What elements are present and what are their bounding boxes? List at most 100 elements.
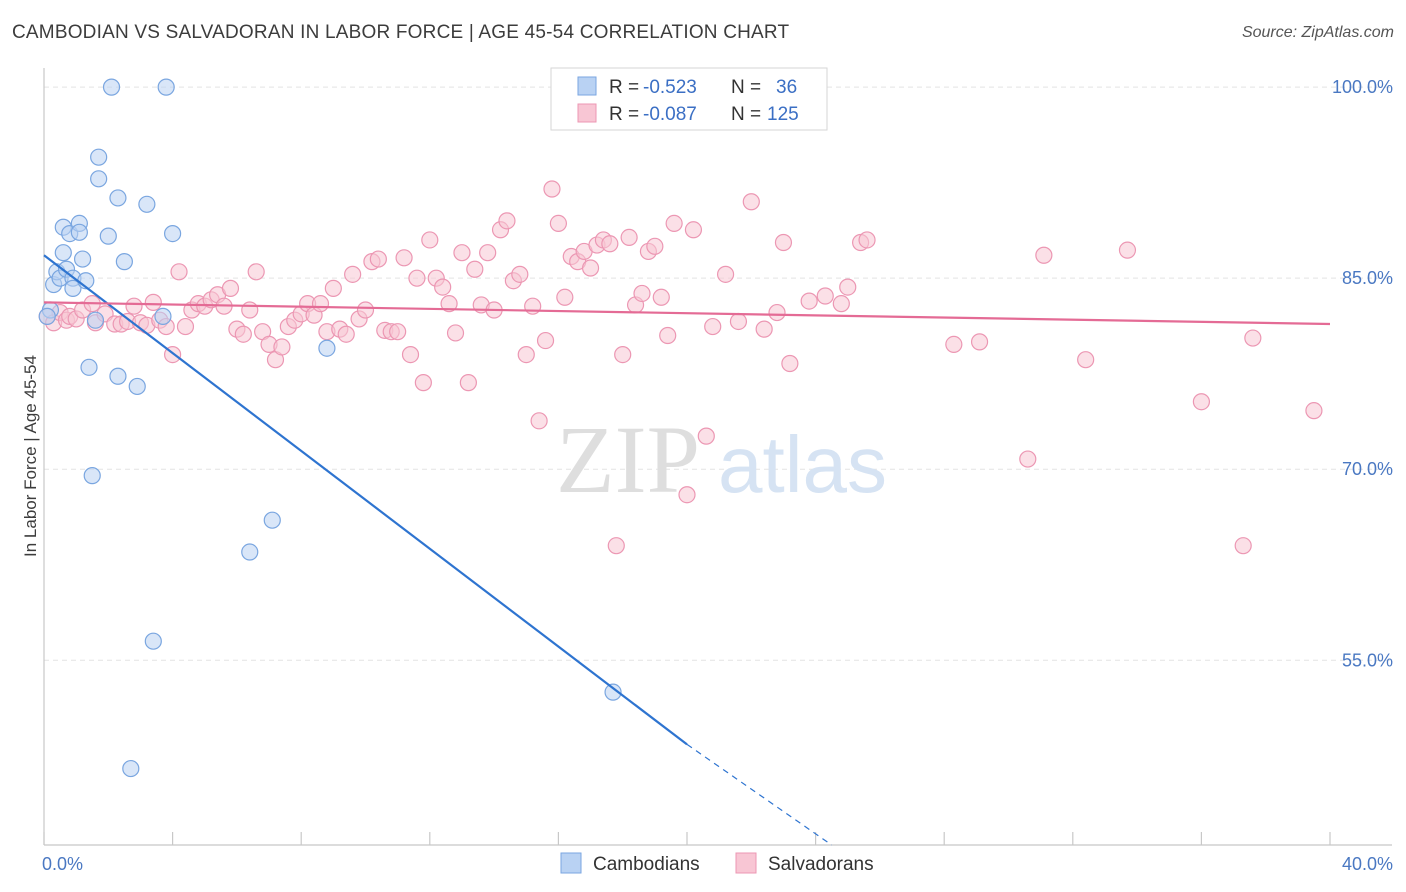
salvadoran-point-79	[549, 214, 568, 232]
salvadoran-point-56	[401, 345, 420, 364]
salvadoran-trend-line	[43, 301, 1331, 326]
salvadoran-points	[38, 180, 1323, 555]
salvadoran-point-13	[125, 297, 143, 315]
salvadoran-point-32	[247, 263, 265, 281]
salvadoran-point-110	[816, 287, 834, 305]
y-tick-label-1: 85.0%	[1342, 268, 1393, 288]
cambodian-point-25	[128, 377, 146, 396]
salvadoran-point-28	[221, 279, 240, 297]
cambodian-point-32	[263, 511, 281, 529]
salvadoran-point-116	[970, 333, 989, 351]
bottom-legend-cambodians: Cambodians	[593, 854, 700, 875]
grid-lines	[44, 86, 1392, 661]
chart-title: CAMBODIAN VS SALVADORAN IN LABOR FORCE |…	[12, 22, 790, 43]
salvadoran-point-44	[324, 279, 342, 297]
salvadoran-point-46	[337, 325, 355, 343]
y-tick-label-3: 55.0%	[1342, 650, 1393, 670]
cambodian-point-29	[157, 78, 175, 96]
salvadoran-point-84	[581, 259, 600, 277]
salvadoran-point-68	[479, 244, 497, 262]
salvadoran-point-21	[176, 317, 195, 336]
salvadoran-point-117	[1019, 450, 1037, 468]
salvadoran-point-65	[459, 374, 477, 392]
cambodian-point-33	[318, 339, 336, 357]
x-axis-ticks	[43, 832, 1331, 845]
salvadoran-point-119	[1077, 351, 1095, 369]
legend-r-label-1: R =	[609, 77, 639, 98]
cambodian-point-11	[70, 223, 88, 241]
bottom-legend-salvadorans: Salvadorans	[768, 854, 874, 875]
salvadoran-point-78	[543, 180, 561, 198]
salvadoran-point-95	[652, 288, 670, 306]
cambodian-point-24	[122, 759, 140, 778]
salvadoran-point-109	[800, 292, 818, 310]
salvadoran-point-54	[389, 323, 407, 341]
salvadoran-point-100	[697, 427, 715, 445]
salvadoran-point-99	[684, 221, 703, 239]
salvadoran-point-105	[755, 320, 773, 338]
cambodian-point-16	[86, 311, 105, 329]
salvadoran-point-47	[344, 265, 362, 283]
salvadoran-point-63	[446, 324, 465, 342]
salvadoran-point-31	[241, 301, 259, 319]
salvadoran-point-92	[633, 284, 651, 303]
cambodian-point-21	[109, 189, 127, 207]
salvadoran-point-57	[408, 269, 426, 287]
salvadoran-point-104	[742, 193, 760, 211]
cambodian-point-34	[604, 683, 622, 701]
cambodian-point-9	[64, 279, 82, 297]
salvadoran-point-120	[1118, 241, 1137, 259]
cambodian-point-18	[90, 170, 108, 188]
salvadoran-point-124	[1305, 402, 1323, 420]
salvadoran-point-96	[659, 326, 677, 345]
cambodian-point-4	[54, 244, 72, 262]
x-tick-labels: 0.0% 40.0%	[42, 854, 1393, 874]
cambodian-point-22	[109, 367, 127, 385]
salvadoran-point-87	[601, 235, 619, 253]
legend-swatch-salvadorans	[577, 103, 597, 123]
salvadoran-point-49	[356, 301, 375, 319]
watermark-zip: ZIP	[556, 406, 700, 513]
salvadoran-point-90	[620, 228, 638, 247]
salvadoran-point-98	[678, 486, 696, 504]
salvadoran-point-16	[144, 293, 162, 311]
salvadoran-point-115	[945, 335, 963, 354]
salvadoran-point-114	[858, 231, 876, 249]
salvadoran-point-121	[1192, 393, 1211, 411]
source-label: Source: ZipAtlas.com	[1241, 24, 1394, 41]
y-tick-label-2: 70.0%	[1342, 459, 1393, 479]
y-tick-labels: 100.0% 85.0% 70.0% 55.0%	[1332, 77, 1393, 670]
salvadoran-point-107	[774, 233, 793, 252]
cambodian-point-30	[164, 224, 182, 243]
salvadoran-point-103	[729, 312, 748, 331]
cambodian-points	[38, 78, 622, 778]
salvadoran-point-71	[498, 212, 516, 230]
salvadoran-point-122	[1234, 537, 1252, 555]
legend-n-label-2: N =	[731, 104, 761, 125]
y-axis-label: In Labor Force | Age 45-54	[21, 355, 40, 557]
salvadoran-point-101	[704, 317, 722, 336]
salvadoran-point-51	[369, 250, 387, 268]
watermark-atlas: atlas	[718, 420, 887, 509]
salvadoran-point-97	[665, 214, 683, 232]
cambodian-point-19	[99, 227, 117, 245]
legend-n-label-1: N =	[731, 77, 761, 98]
salvadoran-point-112	[839, 278, 857, 296]
salvadoran-point-64	[453, 244, 471, 262]
salvadoran-point-111	[832, 295, 850, 313]
legend-r-value-1: -0.523	[643, 77, 697, 98]
cambodian-trend-line	[43, 254, 688, 746]
trend-lines	[43, 254, 1331, 846]
legend-n-value-1: 36	[776, 77, 797, 98]
cambodian-trend-extension	[686, 743, 833, 846]
x-tick-label-0: 0.0%	[42, 854, 83, 874]
cambodian-point-12	[73, 250, 92, 268]
salvadoran-point-58	[414, 374, 432, 392]
salvadoran-point-55	[395, 249, 413, 267]
salvadoran-point-89	[614, 345, 632, 364]
salvadoran-point-36	[273, 338, 291, 356]
legend-r-value-2: -0.087	[643, 104, 697, 125]
salvadoran-point-30	[234, 325, 252, 343]
bottom-legend: Cambodians Salvadorans	[560, 852, 874, 875]
